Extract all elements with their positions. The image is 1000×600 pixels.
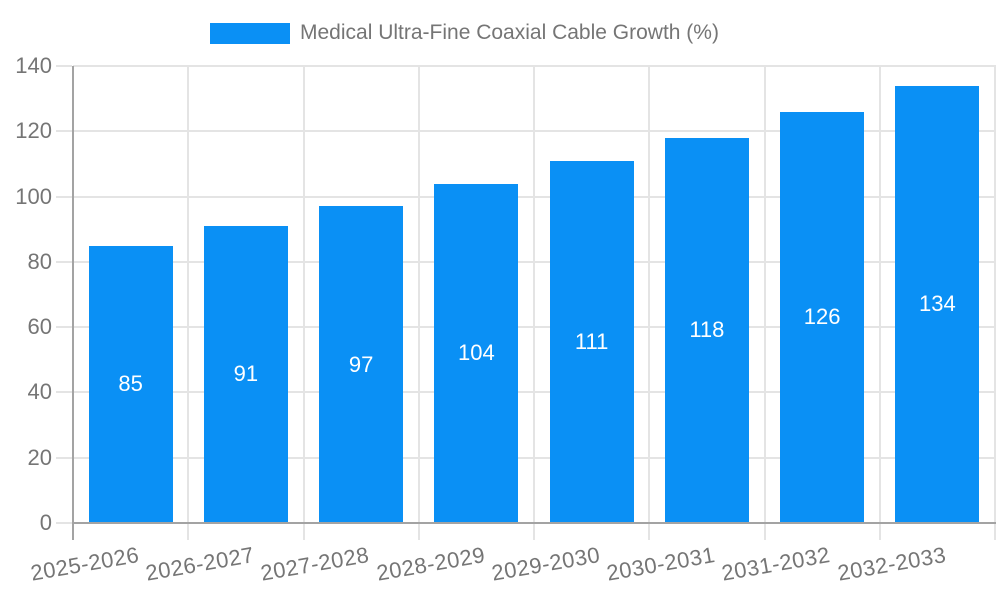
x-axis-line <box>72 522 996 524</box>
bar[interactable] <box>88 245 173 523</box>
y-axis-label: 80 <box>27 248 52 274</box>
gridline-vertical <box>302 65 305 524</box>
bar[interactable] <box>434 183 519 523</box>
bar-value-label: 85 <box>118 371 143 397</box>
gridline-vertical <box>994 65 996 524</box>
y-axis-label: 60 <box>27 314 52 340</box>
y-tick <box>56 130 72 133</box>
y-axis-label: 120 <box>15 118 52 144</box>
gridline-vertical <box>878 65 881 524</box>
x-tick <box>302 524 305 540</box>
x-tick <box>763 524 766 540</box>
gridline-vertical <box>417 65 420 524</box>
gridline-vertical <box>648 65 651 524</box>
y-axis-line <box>72 66 74 539</box>
bar-value-label: 91 <box>233 361 259 387</box>
x-tick <box>648 524 651 540</box>
y-tick <box>56 522 72 524</box>
x-tick <box>417 524 420 540</box>
legend-item[interactable]: Medical Ultra-Fine Coaxial Cable Growth … <box>210 21 719 45</box>
y-tick <box>56 195 72 198</box>
x-axis-label: 2028-2029 <box>374 542 487 586</box>
y-tick <box>56 65 72 67</box>
bar-value-label: 126 <box>803 304 841 330</box>
x-axis-label: 2032-2033 <box>835 542 948 586</box>
x-axis-label: 2030-2031 <box>604 542 718 586</box>
x-axis-label: 2029-2030 <box>489 542 602 586</box>
x-tick <box>878 524 881 540</box>
bar-value-label: 111 <box>574 328 609 354</box>
x-tick <box>533 524 535 540</box>
x-tick <box>994 524 996 540</box>
y-axis-label: 140 <box>15 53 52 78</box>
x-axis-label: 2025-2026 <box>28 542 141 586</box>
x-axis-label: 2031-2032 <box>720 542 833 586</box>
bar[interactable] <box>664 137 749 523</box>
y-tick <box>56 326 72 329</box>
y-tick <box>56 260 72 263</box>
gridline-vertical <box>763 65 766 524</box>
bar-value-label: 97 <box>348 351 374 377</box>
bar[interactable] <box>203 225 288 523</box>
legend-series-label: Medical Ultra-Fine Coaxial Cable Growth … <box>300 21 719 44</box>
bar[interactable] <box>780 111 865 523</box>
y-axis-label: 0 <box>39 510 52 535</box>
gridline-vertical <box>187 65 190 524</box>
bar-value-label: 134 <box>919 291 956 317</box>
bar[interactable] <box>319 206 404 523</box>
x-tick <box>187 524 190 540</box>
y-tick <box>56 391 72 394</box>
y-axis-label: 40 <box>27 379 52 405</box>
y-axis-label: 100 <box>15 183 52 209</box>
gridline-vertical <box>533 65 535 524</box>
bar-value-label: 118 <box>689 317 725 343</box>
bar-value-label: 104 <box>458 340 495 366</box>
y-tick <box>56 456 72 459</box>
legend-swatch-icon[interactable] <box>210 22 290 44</box>
x-axis-label: 2027-2028 <box>259 542 372 586</box>
bar[interactable] <box>549 160 634 523</box>
x-axis-label: 2026-2027 <box>143 542 257 586</box>
bar[interactable] <box>895 85 980 523</box>
y-axis-label: 20 <box>27 444 52 470</box>
